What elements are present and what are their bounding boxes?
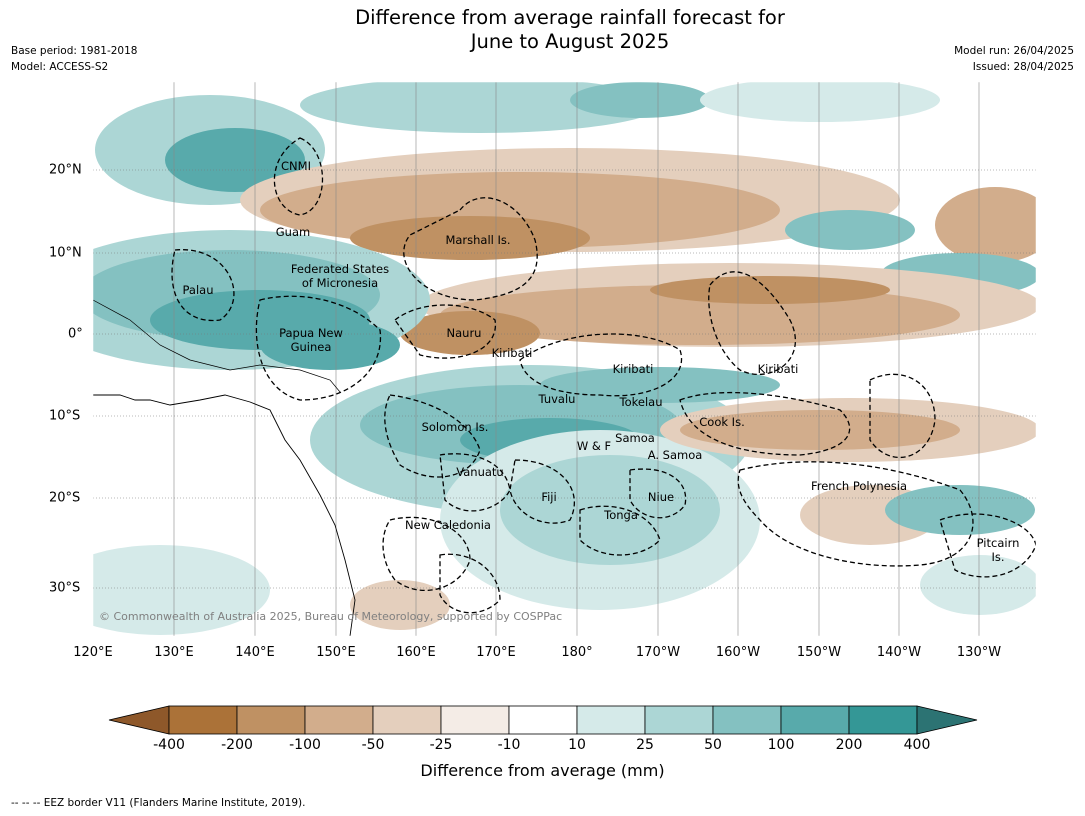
colorbar-bin — [372, 705, 442, 735]
copyright-note: © Commonwealth of Australia 2025, Bureau… — [99, 610, 563, 623]
longitude-label: 150°W — [796, 645, 842, 660]
colorbar-bin — [236, 705, 306, 735]
longitude-label: 150°E — [316, 645, 356, 660]
colorbar-bin — [848, 705, 918, 735]
colorbar-bin — [508, 705, 578, 735]
latitude-label: 20°S — [49, 490, 81, 506]
colorbar-extend-low — [108, 705, 170, 735]
colorbar-bin — [304, 705, 374, 735]
region-label: Tokelau — [619, 395, 663, 409]
colorbar-tick-label: -10 — [497, 737, 521, 753]
region-label: CNMI — [281, 159, 311, 173]
colorbar-tick-label: -25 — [429, 737, 453, 753]
longitude-label: 160°W — [715, 645, 761, 660]
region-label: Vanuatu — [456, 465, 504, 479]
colorbar-extend-high — [916, 705, 978, 735]
meta-right: Model run: 26/04/2025 Issued: 28/04/2025 — [954, 43, 1074, 75]
colorbar-tick-label: 400 — [903, 737, 931, 753]
base-period: Base period: 1981-2018 — [11, 45, 138, 57]
region-label: Solomon Is. — [421, 420, 489, 434]
colorbar-tick-label: -400 — [153, 737, 185, 753]
title-line-1: Difference from average rainfall forecas… — [355, 6, 785, 29]
latitude-label: 0° — [68, 326, 83, 342]
region-label: A. Samoa — [647, 448, 703, 462]
longitude-label: 130°W — [956, 645, 1002, 660]
region-label: Tuvalu — [538, 392, 576, 406]
region-label: Pitcairn Is. — [976, 536, 1020, 564]
colorbar-tick-label: -200 — [221, 737, 253, 753]
longitude-label: 160°E — [396, 645, 436, 660]
region-label: Papua New Guinea — [279, 326, 343, 354]
region-label: Kiribati — [491, 346, 533, 360]
latitude-label: 10°S — [49, 408, 81, 424]
colorbar-tick-label: 100 — [767, 737, 795, 753]
colorbar-bin — [712, 705, 782, 735]
colorbar-title: Difference from average (mm) — [420, 761, 665, 780]
longitude-label: 170°W — [635, 645, 681, 660]
region-label: Tonga — [604, 508, 638, 522]
region-label: Samoa — [615, 431, 655, 445]
region-label: W & F — [576, 439, 612, 453]
map-field — [93, 82, 1036, 636]
region-label: Kiribati — [757, 362, 799, 376]
issued-date: Issued: 28/04/2025 — [972, 61, 1074, 73]
region-label: Federated States of Micronesia — [290, 262, 390, 290]
footer-note: -- -- -- EEZ border V11 (Flanders Marine… — [11, 797, 306, 809]
region-label: New Caledonia — [405, 518, 491, 532]
region-label: Marshall Is. — [445, 233, 511, 247]
region-label: Nauru — [446, 326, 482, 340]
model-name: Model: ACCESS-S2 — [11, 61, 109, 73]
region-label: Fiji — [541, 490, 557, 504]
latitude-label: 20°N — [49, 162, 82, 178]
colorbar-tick-label: 200 — [835, 737, 863, 753]
colorbar — [108, 705, 978, 735]
longitude-label: 120°E — [73, 645, 113, 660]
longitude-label: 140°W — [876, 645, 922, 660]
region-label: Kiribati — [612, 362, 654, 376]
longitude-label: 170°E — [476, 645, 516, 660]
latitude-label: 10°N — [49, 245, 82, 261]
colorbar-bin — [780, 705, 850, 735]
model-run: Model run: 26/04/2025 — [954, 45, 1074, 57]
colorbar-tick-label: -50 — [361, 737, 385, 753]
colorbar-tick-label: 50 — [704, 737, 722, 753]
colorbar-bin — [576, 705, 646, 735]
region-label: Palau — [182, 283, 214, 297]
colorbar-tick-label: 10 — [568, 737, 586, 753]
longitude-label: 140°E — [235, 645, 275, 660]
meta-left: Base period: 1981-2018 Model: ACCESS-S2 — [11, 43, 137, 75]
longitude-label: 180° — [561, 645, 593, 660]
colorbar-bin — [440, 705, 510, 735]
title-line-2: June to August 2025 — [470, 30, 670, 53]
colorbar-bin — [168, 705, 238, 735]
region-label: Niue — [647, 490, 675, 504]
region-label: Cook Is. — [699, 415, 745, 429]
latitude-label: 30°S — [49, 580, 81, 596]
region-label: French Polynesia — [810, 479, 908, 493]
colorbar-tick-label: -100 — [289, 737, 321, 753]
longitude-label: 130°E — [154, 645, 194, 660]
colorbar-bin — [644, 705, 714, 735]
region-label: Guam — [275, 225, 311, 239]
colorbar-tick-label: 25 — [636, 737, 654, 753]
chart-title: Difference from average rainfall forecas… — [0, 6, 1085, 54]
